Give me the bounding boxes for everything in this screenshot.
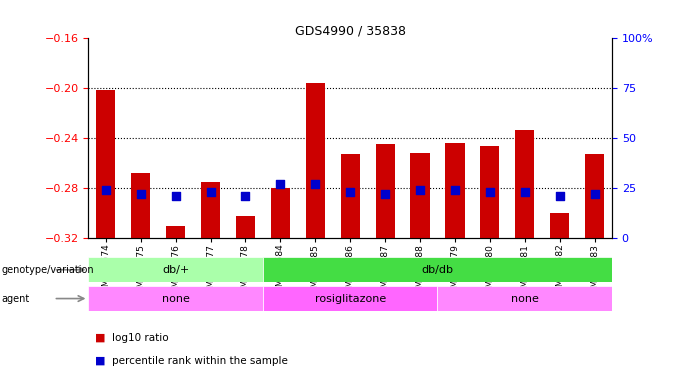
- Text: none: none: [162, 293, 190, 304]
- Bar: [97, 89, 116, 238]
- Bar: [550, 213, 569, 238]
- Bar: [263, 286, 437, 311]
- Text: db/db: db/db: [422, 265, 454, 275]
- Point: [240, 193, 251, 199]
- Text: rosiglitazone: rosiglitazone: [315, 293, 386, 304]
- Text: log10 ratio: log10 ratio: [112, 333, 169, 343]
- Text: ■: ■: [95, 333, 105, 343]
- Point: [484, 189, 495, 195]
- Bar: [445, 143, 464, 238]
- Point: [205, 189, 216, 195]
- Bar: [236, 216, 255, 238]
- Bar: [375, 144, 394, 238]
- Bar: [131, 173, 150, 238]
- Bar: [88, 286, 263, 311]
- Bar: [341, 154, 360, 238]
- Title: GDS4990 / 35838: GDS4990 / 35838: [294, 24, 406, 37]
- Text: genotype/variation: genotype/variation: [1, 265, 94, 275]
- Point: [379, 191, 390, 197]
- Bar: [515, 129, 534, 238]
- Text: none: none: [511, 293, 539, 304]
- Point: [589, 191, 600, 197]
- Text: db/+: db/+: [162, 265, 189, 275]
- Text: agent: agent: [1, 294, 30, 304]
- Bar: [263, 257, 612, 282]
- Point: [449, 187, 460, 193]
- Point: [345, 189, 356, 195]
- Bar: [201, 182, 220, 238]
- Bar: [585, 154, 604, 238]
- Point: [135, 191, 146, 197]
- Point: [310, 181, 321, 187]
- Point: [170, 193, 181, 199]
- Bar: [88, 257, 263, 282]
- Bar: [271, 188, 290, 238]
- Bar: [411, 153, 430, 238]
- Point: [275, 181, 286, 187]
- Bar: [306, 83, 325, 238]
- Bar: [166, 226, 185, 238]
- Point: [101, 187, 112, 193]
- Point: [520, 189, 530, 195]
- Bar: [480, 146, 499, 238]
- Text: percentile rank within the sample: percentile rank within the sample: [112, 356, 288, 366]
- Text: ■: ■: [95, 356, 105, 366]
- Point: [554, 193, 565, 199]
- Bar: [437, 286, 612, 311]
- Point: [415, 187, 426, 193]
